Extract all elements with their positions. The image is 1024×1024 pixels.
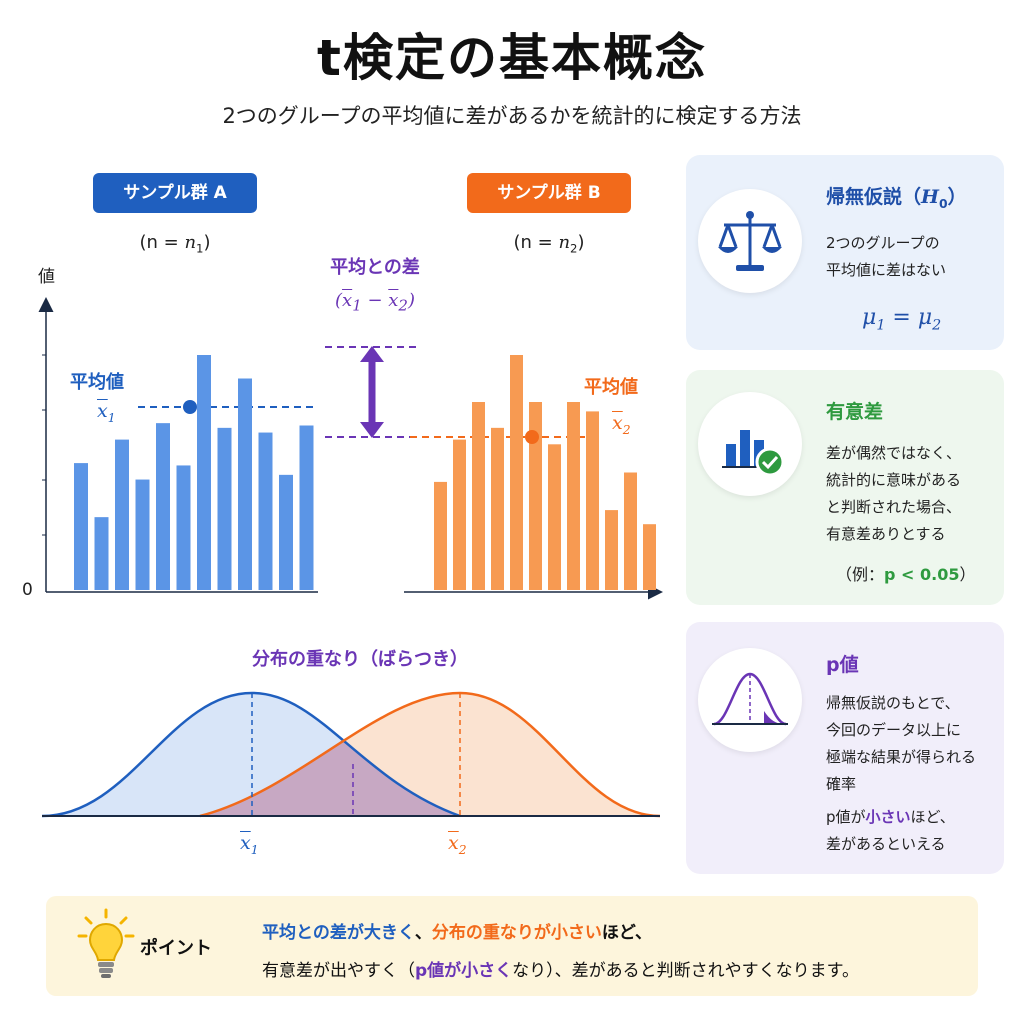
point-label: ポイント — [140, 938, 212, 959]
lightbulb-icon — [76, 908, 136, 988]
bar-a-12 — [299, 425, 314, 590]
bell-curve-icon — [698, 648, 802, 752]
bar-a-11 — [279, 474, 293, 590]
bar-b-5 — [510, 355, 523, 590]
mean-a-symbol: x1 — [97, 400, 116, 425]
point-line-1: 平均との差が大きく、分布の重なりが小さいほど、 — [262, 923, 652, 943]
bar-b-7 — [548, 444, 561, 590]
bar-b-2 — [453, 439, 466, 590]
bar-a-7 — [197, 355, 211, 590]
page-title: t検定の基本概念 — [317, 29, 707, 87]
y-axis-label: 値 — [38, 267, 55, 287]
mean-a-label: 平均値 — [70, 372, 124, 393]
p-value-card — [686, 622, 1004, 874]
overlap-title: 分布の重なり（ばらつき） — [252, 649, 468, 670]
bar-a-4 — [135, 479, 150, 590]
p-value-text: 帰無仮説のもとで、 今回のデータ以上に 極端な結果が得られる 確率 — [826, 694, 977, 793]
bar-b-6 — [529, 402, 542, 590]
p-value-title: p値 — [826, 654, 859, 676]
bar-a-2 — [94, 517, 109, 590]
y-axis-ticks — [42, 354, 46, 536]
significance-example: （例：p < 0.05） — [836, 565, 976, 584]
bar-a-10 — [258, 432, 273, 590]
mean-difference-formula: (x1 − x2) — [335, 290, 415, 315]
bar-b-12 — [643, 524, 656, 590]
bar-a-1 — [74, 463, 88, 590]
bar-a-6 — [176, 465, 191, 590]
mean-a-marker — [183, 400, 197, 414]
diff-arrow — [360, 346, 384, 438]
bar-check-icon — [698, 392, 802, 496]
mean-b-label: 平均値 — [584, 377, 638, 398]
significance-title: 有意差 — [826, 401, 884, 423]
sample-a-badge: サンプル群 A — [93, 173, 257, 213]
point-line-2: 有意差が出やすく（p値が小さくなり）、差があると判断されやすくなります。 — [262, 961, 859, 981]
mean-b-symbol: x2 — [612, 412, 631, 437]
bar-b-8 — [567, 402, 580, 590]
distribution-b-label: x2 — [448, 832, 467, 857]
distribution-a-label: x1 — [240, 832, 259, 857]
bar-a-5 — [156, 423, 170, 590]
mean-b-marker — [525, 430, 539, 444]
bar-a-9 — [238, 378, 252, 590]
bar-b-10 — [605, 510, 618, 590]
p-value-note: p値が小さいほど、 差があるといえる — [826, 808, 955, 853]
sample-b-size: (n = n2) — [513, 232, 585, 256]
page-subtitle: 2つのグループの平均値に差があるかを統計的に検定する方法 — [222, 104, 802, 128]
point-box — [46, 896, 978, 996]
bar-b-4 — [491, 427, 504, 590]
bar-a-8 — [217, 427, 232, 590]
bar-b-1 — [434, 481, 447, 590]
null-hypothesis-card — [686, 155, 1004, 350]
significance-card — [686, 370, 1004, 605]
y-axis-zero: 0 — [22, 580, 33, 600]
null-hypothesis-text: 2つのグループの 平均値に差はない — [826, 234, 947, 279]
bar-b-3 — [472, 402, 485, 590]
bar-a-3 — [115, 439, 129, 590]
significance-text: 差が偶然ではなく、 統計的に意味がある と判断された場合、 有意差ありとする — [826, 444, 962, 543]
bar-b-11 — [624, 472, 637, 590]
null-hypothesis-formula: μ1 = μ2 — [862, 305, 942, 334]
mean-difference-title: 平均との差 — [330, 257, 420, 278]
sample-b-badge: サンプル群 B — [467, 173, 631, 213]
bar-b-9 — [586, 411, 599, 590]
scale-icon — [698, 189, 802, 293]
sample-a-size: (n = n1) — [139, 232, 211, 256]
null-hypothesis-title: 帰無仮説（H0） — [826, 186, 967, 211]
